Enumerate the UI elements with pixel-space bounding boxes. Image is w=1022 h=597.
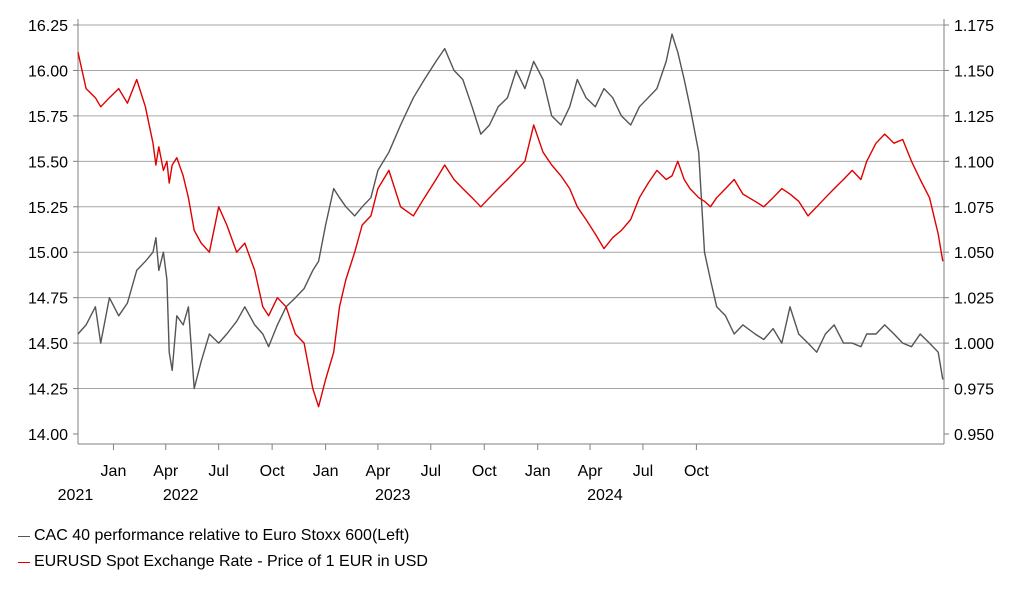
y-right-tick-label: 1.050 xyxy=(954,245,994,262)
y-left-tick-label: 16.00 xyxy=(28,63,68,80)
y-right-tick-label: 1.125 xyxy=(954,109,994,126)
y-right-tick-label: 1.075 xyxy=(954,200,994,217)
y-left-tick-label: 15.75 xyxy=(28,109,68,126)
legend-label-eurusd: EURUSD Spot Exchange Rate - Price of 1 E… xyxy=(34,553,428,570)
y-right-tick-label: 1.150 xyxy=(954,63,994,80)
x-tick-label: Oct xyxy=(260,463,285,480)
x-tick-label: Jan xyxy=(525,463,551,480)
y-left-tick-label: 14.50 xyxy=(28,336,68,353)
x-tick-label: Jan xyxy=(101,463,127,480)
x-year-label: 2024 xyxy=(587,487,623,504)
x-year-label: 2022 xyxy=(163,487,199,504)
y-left-tick-label: 15.25 xyxy=(28,200,68,217)
grid-lines xyxy=(78,24,944,390)
series-line-cac40 xyxy=(77,33,944,390)
x-tick-label: Oct xyxy=(684,463,709,480)
x-tick-label: Jul xyxy=(421,463,441,480)
x-tick-label: Apr xyxy=(153,463,179,480)
axes: 14.00 14.25 14.50 14.75 15.00 15.25 15.50 15.75… xyxy=(28,18,994,504)
x-tick-label: Apr xyxy=(578,463,604,480)
x-tick-label: Jul xyxy=(208,463,228,480)
y-left-tick-label: 14.00 xyxy=(28,427,68,444)
y-right-tick-label: 1.025 xyxy=(954,291,994,308)
y-right-tick-label: 1.175 xyxy=(954,18,994,35)
x-tick-label: Jul xyxy=(633,463,653,480)
y-left-tick-label: 14.75 xyxy=(28,291,68,308)
series-lines xyxy=(77,33,944,408)
legend-swatch-cac40 xyxy=(18,535,30,537)
legend-label-cac40: CAC 40 performance relative to Euro Stox… xyxy=(34,527,410,544)
y-right-tick-label: 0.975 xyxy=(954,382,994,399)
legend-item-cac40: CAC 40 performance relative to Euro Stox… xyxy=(18,527,409,545)
series-line-eurusd xyxy=(77,52,944,408)
y-right-tick-label: 1.000 xyxy=(954,336,994,353)
y-left-tick-label: 16.25 xyxy=(28,18,68,35)
x-year-label: 2023 xyxy=(375,487,411,504)
legend-swatch-eurusd xyxy=(18,561,30,563)
y-left-tick-label: 14.25 xyxy=(28,382,68,399)
y-left-tick-label: 15.50 xyxy=(28,154,68,171)
y-left-tick-label: 15.00 xyxy=(28,245,68,262)
x-tick-label: Apr xyxy=(365,463,391,480)
x-year-label: 2021 xyxy=(58,487,94,504)
y-right-tick-label: 0.950 xyxy=(954,427,994,444)
x-tick-label: Oct xyxy=(472,463,497,480)
legend-item-eurusd: EURUSD Spot Exchange Rate - Price of 1 E… xyxy=(18,553,428,571)
x-tick-label: Jan xyxy=(313,463,339,480)
y-right-tick-label: 1.100 xyxy=(954,154,994,171)
